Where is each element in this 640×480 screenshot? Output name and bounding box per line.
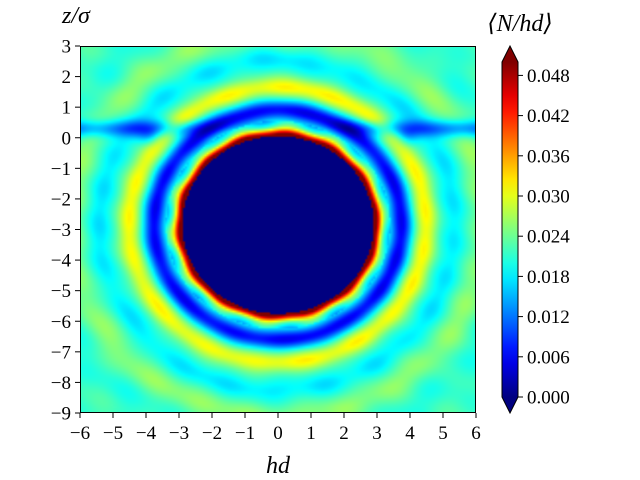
plot-frame (80, 46, 476, 413)
x-tick-label: −1 (235, 423, 255, 444)
x-tick-label: 2 (339, 423, 349, 444)
colorbar-tick-label: 0.012 (527, 307, 570, 328)
x-tick-label: −2 (202, 423, 222, 444)
y-tick-label: −1 (51, 159, 71, 180)
colorbar-tick-label: 0.024 (527, 227, 570, 248)
x-axis-label: hd (266, 453, 291, 479)
colorbar-label: ⟨N/hd⟩ (487, 11, 552, 37)
x-tick-label: 5 (438, 423, 448, 444)
y-tick-label: −5 (51, 281, 71, 302)
x-tick-label: −4 (136, 423, 157, 444)
x-tick-label: 6 (471, 423, 481, 444)
colorbar-tick-label: 0.018 (527, 267, 570, 288)
plot-area (80, 46, 476, 413)
y-tick-label: 3 (62, 37, 72, 58)
y-tick-label: −8 (51, 373, 71, 394)
y-tick-label: 1 (62, 98, 72, 119)
colorbar-extend-max (502, 46, 518, 62)
y-tick-label: −4 (51, 251, 72, 272)
y-tick-label: −7 (51, 342, 71, 363)
x-tick-label: 3 (372, 423, 382, 444)
y-tick-label: −9 (51, 404, 71, 425)
x-tick-label: 0 (273, 423, 283, 444)
y-tick-label: −6 (51, 312, 71, 333)
x-tick-label: −3 (169, 423, 189, 444)
y-tick-label: 2 (62, 67, 72, 88)
y-tick-label: −3 (51, 220, 71, 241)
colorbar-ticks: 0.048 0.042 0.036 0.030 0.024 0.018 0.012 0.006… (518, 66, 570, 409)
colorbar-body (502, 62, 518, 397)
y-tick-label: 0 (62, 128, 72, 149)
y-tick-label: −2 (51, 189, 71, 210)
x-tick-label: 4 (405, 423, 415, 444)
y-axis-ticks: 3 2 1 0 −1 −2 −3 −4 −5 −6 −7 −8 −9 (51, 37, 80, 425)
colorbar-extend-min (502, 397, 518, 413)
colorbar-tick-label: 0.000 (527, 388, 570, 409)
colorbar-tick-label: 0.036 (527, 146, 570, 167)
colorbar-tick-label: 0.042 (527, 106, 570, 127)
colorbar-tick-label: 0.048 (527, 66, 570, 87)
heatmap-image (80, 46, 476, 413)
x-tick-label: 1 (306, 423, 316, 444)
colorbar: 0.048 0.042 0.036 0.030 0.024 0.018 0.012 0.006… (487, 11, 570, 415)
x-axis-ticks: −6 −5 −4 −3 −2 −1 0 1 2 3 4 5 6 (70, 413, 481, 444)
x-tick-label: −6 (70, 423, 90, 444)
colorbar-tick-label: 0.006 (527, 347, 570, 368)
x-tick-label: −5 (103, 423, 123, 444)
y-axis-label: z/σ (61, 3, 91, 29)
colorbar-tick-label: 0.030 (527, 187, 570, 208)
